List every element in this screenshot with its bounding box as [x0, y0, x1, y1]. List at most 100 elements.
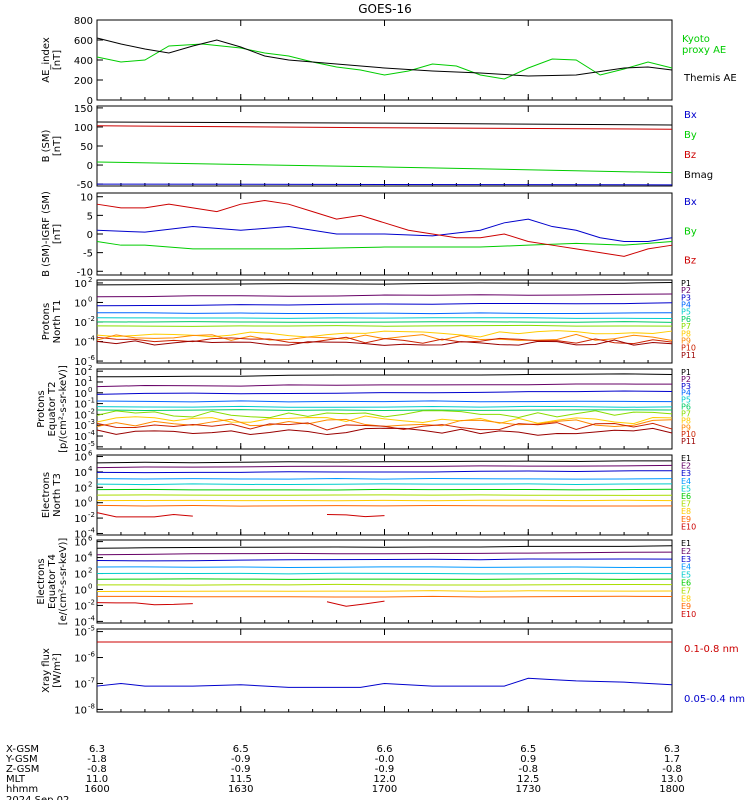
legend-e8: E8 [681, 594, 691, 603]
y-tick-label: 800 [74, 16, 93, 27]
legend-e5: E5 [681, 571, 691, 580]
y-axis-label: B (SM)[nT] [41, 129, 63, 162]
y-tick-exponent: 4 [88, 465, 93, 473]
series-line-bx [96, 218, 673, 242]
panel-pT2: ProtonsEquator T2[p/(cm²-s-sr-keV)] 10 210… [36, 364, 696, 454]
legend-bz: Bz [684, 256, 696, 267]
y-tick-label: 10 [74, 443, 87, 454]
panel-bigrf: B (SM)-IGRF (SM)[nT] 10 5 0 -5 -10 Bx By Bz [41, 191, 697, 278]
legend-p10: P10 [681, 344, 696, 353]
y-axis-label: Xray flux[W/m²] [41, 648, 63, 693]
y-axis-label: B (SM)-IGRF (SM)[nT] [41, 191, 63, 277]
y-axis-label: ProtonsNorth T1 [41, 300, 63, 344]
y-tick-exponent: -4 [88, 614, 96, 622]
legend-bx: Bx [684, 110, 697, 121]
channel-line-p11 [96, 339, 673, 346]
y-tick-label: 10 [74, 654, 87, 665]
channel-line-e7 [96, 583, 673, 586]
channel-line-p6 [96, 409, 673, 412]
legend-p3: P3 [681, 382, 691, 391]
y-tick-label: 10 [74, 705, 87, 716]
y-axis-label-line: Protons [36, 390, 47, 427]
channel-line-e4 [96, 566, 673, 569]
y-tick-exponent: 2 [88, 567, 92, 575]
y-tick-label: 5 [87, 211, 93, 222]
legend-e1: E1 [681, 539, 691, 548]
legend-p2: P2 [681, 286, 691, 295]
y-tick-label: 200 [74, 76, 93, 87]
x-row-value: 11.5 [230, 774, 252, 785]
series-line-themis-ae [96, 37, 673, 77]
x-row-value: 1700 [372, 784, 397, 795]
legend-e4: E4 [681, 563, 691, 572]
channel-line-p6 [96, 321, 673, 323]
y-tick-exponent: -7 [88, 676, 95, 684]
y-tick-label: 10 [74, 570, 87, 581]
y-tick-label: 10 [74, 421, 87, 432]
x-row-value: 6.3 [664, 744, 680, 755]
channel-line-e6 [96, 578, 673, 580]
legend-e9: E9 [681, 602, 691, 611]
channel-line-p3 [96, 302, 673, 307]
y-axis-label-line: Protons [41, 303, 52, 340]
y-tick-label: 400 [74, 56, 93, 67]
y-tick-label: -50 [77, 180, 93, 191]
y-tick-label: 10 [74, 628, 87, 639]
x-row-value: 1630 [228, 784, 253, 795]
y-axis-label-line: AE_index [41, 37, 52, 83]
channel-line-p1 [96, 373, 673, 378]
y-tick-exponent: -2 [88, 598, 95, 606]
channel-line-p4 [96, 312, 673, 315]
series-line-bz [96, 199, 673, 257]
legend-p9: P9 [681, 336, 691, 345]
y-axis-label-line: [nT] [52, 136, 63, 156]
channel-line-e10 [96, 602, 193, 606]
y-tick-label: 10 [74, 453, 87, 464]
y-tick-label: 10 [74, 432, 87, 443]
y-tick-label: 10 [74, 538, 87, 549]
x-row-label-hhmm: hhmm [6, 784, 38, 795]
channel-line-e2 [96, 551, 673, 556]
y-tick-label: 10 [74, 378, 87, 389]
channel-line-p10 [96, 422, 673, 431]
legend-e1: E1 [681, 454, 691, 463]
y-tick-label: 10 [74, 483, 87, 494]
y-tick-label: 150 [74, 104, 93, 115]
y-tick-exponent: 0 [88, 295, 92, 303]
x-row-value: -0.0 [375, 754, 395, 765]
legend-e6: E6 [681, 579, 691, 588]
y-tick-exponent: 0 [88, 582, 92, 590]
legend-p4: P4 [681, 301, 691, 310]
panel-frame [96, 19, 673, 101]
x-row-value: -0.8 [662, 764, 682, 775]
y-tick-exponent: -5 [88, 625, 95, 633]
x-row-value: -0.9 [231, 754, 251, 765]
y-tick-exponent: -4 [88, 429, 96, 437]
x-row-value: 1730 [516, 784, 541, 795]
y-tick-label: 10 [74, 468, 87, 479]
channel-line-p8 [96, 415, 673, 425]
y-axis-label-line: [nT] [52, 224, 63, 244]
y-tick-exponent: 2 [88, 276, 92, 284]
y-tick-exponent: -6 [88, 651, 96, 659]
panel-frame [96, 368, 673, 450]
panel-bsm: B (SM)[nT] 150 100 50 0 -50 Bx By Bz Bmag [41, 104, 713, 191]
y-tick-label: 10 [80, 193, 93, 204]
y-tick-exponent: -5 [88, 440, 95, 448]
legend-e3: E3 [681, 469, 691, 478]
legend-long-xray: 0.1-0.8 nm [684, 644, 739, 655]
legend-kyoto-proxy-ae: Kyoto proxy AE [682, 34, 726, 56]
y-axis-label-line: Electrons [36, 558, 47, 604]
panel-xray: Xray flux[W/m²]10-510-610-710 -80.1-0.8 n… [41, 625, 745, 717]
y-axis-label-line: [e/(cm²-s-sr-keV)] [58, 538, 69, 626]
y-tick-exponent: 2 [88, 480, 92, 488]
legend-e3: E3 [681, 555, 691, 564]
x-row-label-y-gsm: Y-GSM [5, 754, 38, 765]
legend-p5: P5 [681, 308, 691, 317]
legend-bx: Bx [684, 197, 697, 208]
x-row-value: 1600 [84, 784, 109, 795]
legend-p11: P11 [681, 351, 696, 360]
y-tick-exponent: 0 [88, 386, 92, 394]
